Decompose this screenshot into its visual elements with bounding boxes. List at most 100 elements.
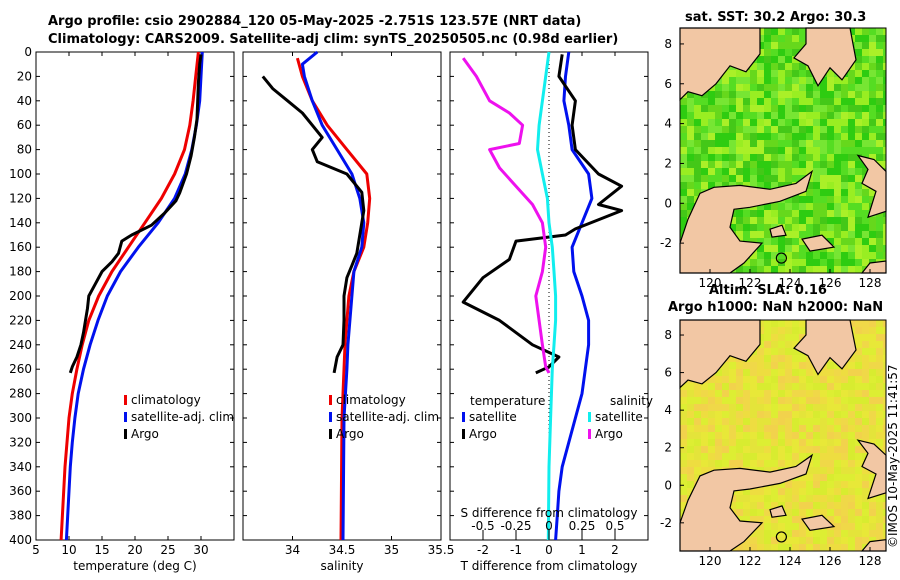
map-cell: [806, 210, 813, 217]
map-cell: [806, 474, 813, 481]
map-cell: [680, 481, 687, 488]
map-cell: [757, 439, 764, 446]
map-cell: [827, 495, 834, 502]
map-cell: [771, 119, 778, 126]
map-cell: [771, 432, 778, 439]
map-cell: [736, 84, 743, 91]
map-cell: [848, 467, 855, 474]
map-x-tick-label: 124: [779, 554, 802, 568]
map-cell: [834, 91, 841, 98]
map-cell: [785, 259, 792, 266]
map-cell: [743, 119, 750, 126]
map-cell: [799, 439, 806, 446]
map-cell: [799, 502, 806, 509]
map-cell: [771, 245, 778, 252]
map-cell: [883, 397, 886, 404]
map-cell: [820, 446, 827, 453]
map-cell: [813, 481, 820, 488]
map-cell: [869, 327, 876, 334]
map-cell: [827, 77, 834, 84]
map-cell: [792, 355, 799, 362]
map-cell: [729, 418, 736, 425]
map-cell: [806, 362, 813, 369]
map-cell: [736, 168, 743, 175]
map-cell: [785, 119, 792, 126]
map-cell: [771, 91, 778, 98]
map-cell: [841, 432, 848, 439]
map-cell: [841, 203, 848, 210]
map-cell: [722, 147, 729, 154]
map-cell: [715, 397, 722, 404]
map-cell: [855, 56, 862, 63]
map-cell: [743, 418, 750, 425]
map-cell: [785, 523, 792, 530]
map-cell: [694, 112, 701, 119]
map-cell: [715, 453, 722, 460]
map-cell: [806, 70, 813, 77]
map-cell: [862, 453, 869, 460]
map-x-tick-label: 126: [819, 554, 842, 568]
map-cell: [771, 376, 778, 383]
map-cell: [785, 432, 792, 439]
map-cell: [813, 446, 820, 453]
map-cell: [855, 189, 862, 196]
map-cell: [848, 404, 855, 411]
map-cell: [764, 252, 771, 259]
map-cell: [715, 105, 722, 112]
map-cell: [883, 49, 886, 56]
map-cell: [750, 266, 757, 273]
map-cell: [680, 495, 687, 502]
map-cell: [855, 537, 862, 544]
map-cell: [827, 147, 834, 154]
map-cell: [750, 133, 757, 140]
map-cell: [834, 196, 841, 203]
map-cell: [743, 439, 750, 446]
map-cell: [820, 474, 827, 481]
map-cell: [799, 495, 806, 502]
map-cell: [848, 175, 855, 182]
map-cell: [876, 376, 883, 383]
map-cell: [876, 119, 883, 126]
map-y-tick-label: -2: [660, 236, 672, 250]
map-cell: [729, 411, 736, 418]
map-cell: [743, 509, 750, 516]
map-cell: [785, 369, 792, 376]
map-cell: [869, 196, 876, 203]
map-cell: [722, 446, 729, 453]
map-cell: [827, 460, 834, 467]
map-cell: [715, 369, 722, 376]
map-cell: [785, 460, 792, 467]
map-cell: [722, 182, 729, 189]
map-cell: [715, 439, 722, 446]
map-cell: [883, 84, 886, 91]
map-cell: [799, 28, 806, 35]
map-cell: [855, 488, 862, 495]
map-cell: [701, 119, 708, 126]
map-cell: [862, 327, 869, 334]
map-cell: [778, 49, 785, 56]
map-cell: [869, 418, 876, 425]
map-cell: [743, 383, 750, 390]
map-cell: [750, 390, 757, 397]
map-cell: [680, 418, 687, 425]
map-cell: [778, 404, 785, 411]
map-cell: [876, 245, 883, 252]
map-cell: [883, 56, 886, 63]
map-cell: [757, 98, 764, 105]
map-cell: [792, 147, 799, 154]
map-cell: [841, 488, 848, 495]
map-cell: [834, 210, 841, 217]
map-cell: [806, 369, 813, 376]
salinity-legend-satellite-swatch: [329, 412, 332, 422]
map-cell: [813, 404, 820, 411]
map-cell: [680, 147, 687, 154]
map-cell: [841, 369, 848, 376]
map-cell: [750, 530, 757, 537]
map-cell: [848, 474, 855, 481]
map-cell: [883, 77, 886, 84]
map-cell: [883, 425, 886, 432]
map-cell: [841, 376, 848, 383]
map-cell: [806, 182, 813, 189]
map-cell: [701, 453, 708, 460]
map-cell: [869, 348, 876, 355]
